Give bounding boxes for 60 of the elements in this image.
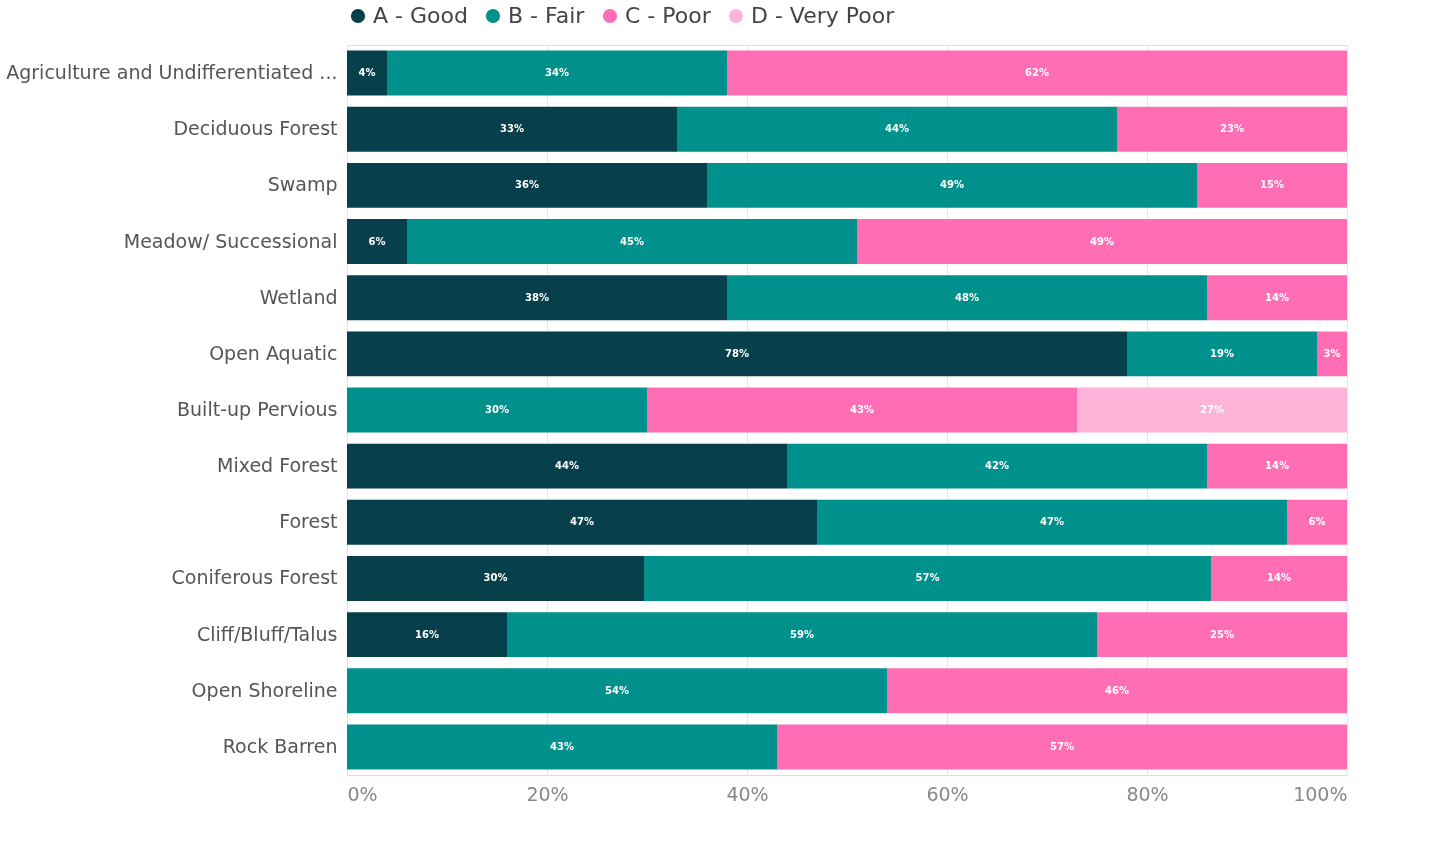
data-label: 3%: [1323, 347, 1341, 359]
data-label: 47%: [570, 516, 594, 528]
x-tick-label: 40%: [726, 782, 769, 805]
data-label: 38%: [525, 291, 549, 303]
y-tick-label: Open Aquatic: [209, 341, 338, 364]
data-label: 48%: [955, 291, 979, 303]
data-label: 44%: [885, 123, 909, 135]
y-tick-label: Mixed Forest: [217, 454, 338, 477]
data-label: 57%: [1050, 740, 1074, 752]
legend-label: C - Poor: [625, 3, 712, 28]
data-label: 43%: [850, 404, 874, 415]
legend-label: B - Fair: [508, 3, 586, 28]
data-label: 14%: [1265, 291, 1289, 303]
data-label: 57%: [915, 572, 940, 584]
data-label: 43%: [550, 740, 574, 752]
data-label: 27%: [1200, 404, 1224, 415]
data-label: 59%: [790, 628, 814, 640]
data-label: 15%: [1260, 179, 1284, 191]
data-label: 42%: [985, 460, 1009, 472]
data-label: 49%: [1090, 235, 1114, 247]
data-label: 33%: [500, 123, 524, 135]
data-label: 49%: [940, 179, 964, 191]
x-tick-label: 100%: [1293, 782, 1348, 805]
data-label: 16%: [415, 628, 439, 640]
y-tick-label: Coniferous Forest: [171, 566, 338, 589]
data-label: 14%: [1265, 460, 1289, 472]
y-tick-label: Cliff/Bluff/Talus: [197, 622, 338, 645]
data-label: 34%: [545, 67, 569, 79]
data-label: 46%: [1105, 684, 1129, 696]
data-label: 6%: [1308, 516, 1326, 528]
data-label: 47%: [1040, 516, 1064, 528]
legend-label: A - Good: [373, 3, 468, 28]
x-tick-label: 20%: [526, 782, 569, 805]
y-tick-label: Built-up Pervious: [177, 398, 338, 420]
data-label: 45%: [620, 235, 644, 247]
y-tick-label: Swamp: [267, 173, 338, 196]
data-label: 14%: [1267, 572, 1291, 584]
data-label: 25%: [1210, 628, 1234, 640]
data-label: 54%: [605, 684, 629, 696]
y-tick-label: Meadow/ Successional: [123, 229, 338, 252]
y-tick-label: Open Shoreline: [191, 678, 338, 701]
y-tick-label: Agriculture and Undifferentiated ...: [6, 61, 338, 84]
data-label: 62%: [1025, 67, 1049, 79]
data-label: 78%: [725, 347, 749, 359]
data-label: 19%: [1210, 347, 1234, 359]
y-tick-label: Wetland: [259, 285, 338, 308]
y-tick-label: Rock Barren: [222, 734, 338, 757]
data-label: 30%: [485, 404, 509, 415]
data-label: 6%: [368, 235, 386, 247]
data-label: 30%: [483, 572, 508, 584]
x-tick-label: 60%: [926, 782, 969, 805]
data-label: 23%: [1220, 123, 1244, 135]
data-label: 36%: [515, 179, 539, 191]
y-tick-label: Forest: [279, 510, 338, 533]
x-tick-label: 80%: [1126, 782, 1169, 805]
y-tick-label: Deciduous Forest: [173, 117, 338, 140]
data-label: 4%: [358, 67, 376, 79]
data-label: 44%: [555, 460, 579, 472]
x-tick-label: 0%: [347, 782, 378, 805]
legend-label: D - Very Poor: [751, 3, 896, 28]
